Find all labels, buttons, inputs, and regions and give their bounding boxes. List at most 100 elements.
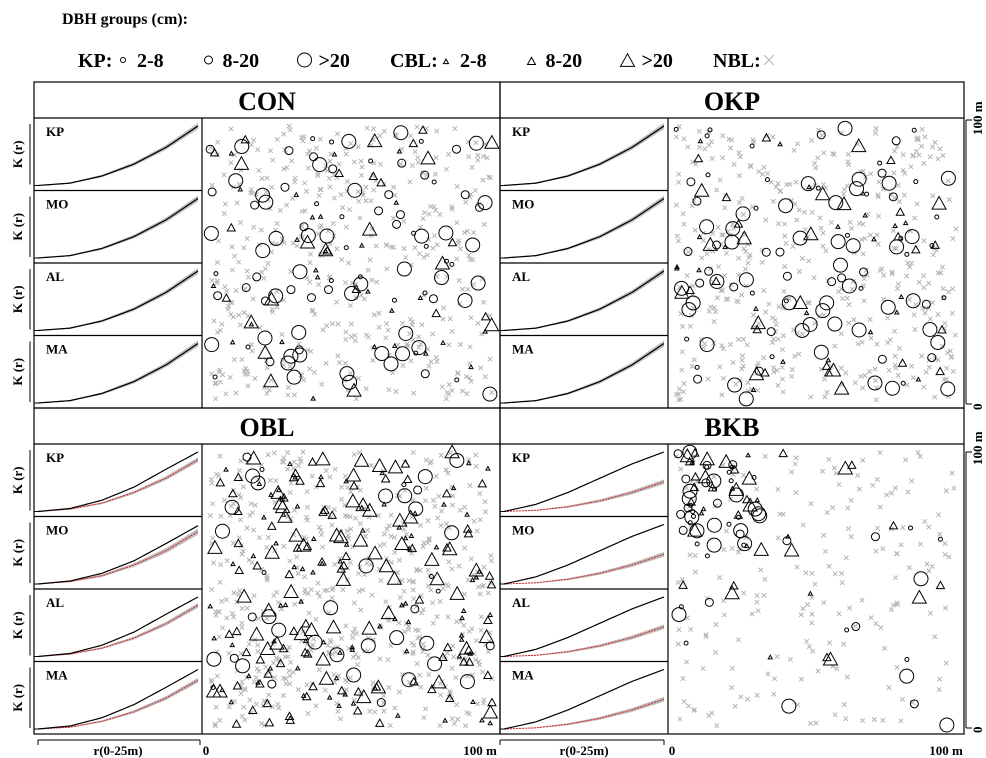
map-nbl-cross xyxy=(208,371,215,377)
map-kp-circle xyxy=(899,668,915,684)
map-x-min-right: 0 xyxy=(669,743,676,758)
map-nbl-cross xyxy=(678,466,684,472)
map-nbl-cross xyxy=(295,686,301,693)
map-cbl-triangle xyxy=(233,155,250,170)
map-nbl-cross xyxy=(252,376,258,382)
map-nbl-cross xyxy=(777,511,783,517)
map-nbl-cross xyxy=(893,365,899,371)
map-kp-circle xyxy=(255,243,271,259)
map-nbl-cross xyxy=(334,246,340,252)
map-nbl-cross xyxy=(913,148,920,154)
map-nbl-cross xyxy=(685,144,691,150)
map-nbl-cross xyxy=(455,240,461,246)
map-kp-circle xyxy=(329,139,335,145)
map-nbl-cross xyxy=(415,159,421,165)
map-nbl-cross xyxy=(935,270,941,276)
map-nbl-cross xyxy=(896,345,902,351)
map-nbl-cross xyxy=(239,605,245,611)
map-nbl-cross xyxy=(717,177,723,183)
map-kp-circle xyxy=(695,278,705,288)
map-nbl-cross xyxy=(776,304,782,310)
map-nbl-cross xyxy=(832,712,838,718)
map-cbl-triangle xyxy=(702,236,719,251)
map-nbl-cross xyxy=(898,542,904,548)
map-nbl-cross xyxy=(875,213,882,219)
map-kp-circle xyxy=(888,192,898,202)
map-cbl-triangle xyxy=(699,451,716,466)
map-nbl-cross xyxy=(852,380,858,386)
map-nbl-cross xyxy=(779,346,786,353)
map-nbl-cross xyxy=(867,232,873,238)
map-cbl-triangle xyxy=(345,467,362,482)
map-cbl-triangle xyxy=(867,329,874,335)
map-nbl-cross xyxy=(856,220,863,226)
map-nbl-cross xyxy=(440,585,446,591)
map-cbl-triangle xyxy=(465,460,472,466)
map-nbl-cross xyxy=(714,722,720,729)
map-nbl-cross xyxy=(461,591,468,597)
map-cbl-triangle xyxy=(231,626,242,636)
map-nbl-cross xyxy=(941,376,947,382)
map-nbl-cross xyxy=(223,597,229,603)
map-nbl-cross xyxy=(267,205,273,212)
map-nbl-cross xyxy=(719,287,725,293)
map-cbl-triangle xyxy=(275,658,286,668)
map-cbl-triangle xyxy=(263,668,273,678)
map-nbl-cross xyxy=(794,141,801,147)
map-nbl-cross xyxy=(434,128,440,134)
map-nbl-cross xyxy=(713,649,719,656)
map-cbl-triangle xyxy=(484,571,495,580)
map-y-min-label-bottom: 0 xyxy=(970,727,985,734)
map-nbl-cross xyxy=(891,170,897,176)
map-nbl-cross xyxy=(256,167,262,174)
map-kp-circle xyxy=(341,133,357,149)
map-kp-circle xyxy=(735,529,745,539)
map-nbl-cross xyxy=(810,648,816,654)
map-nbl-cross xyxy=(755,360,761,367)
map-nbl-cross xyxy=(358,292,364,298)
map-nbl-cross xyxy=(421,210,428,216)
map-nbl-cross xyxy=(438,522,444,529)
map-nbl-cross xyxy=(334,131,341,137)
map-nbl-cross xyxy=(919,126,925,132)
map-nbl-cross xyxy=(939,343,945,349)
map-nbl-cross xyxy=(287,558,293,564)
map-nbl-cross xyxy=(408,262,414,268)
map-bkb xyxy=(671,444,957,733)
map-cbl-triangle xyxy=(378,558,395,573)
map-cbl-triangle xyxy=(320,639,327,645)
map-nbl-cross xyxy=(214,280,220,286)
map-nbl-cross xyxy=(331,506,337,512)
map-kp-circle xyxy=(800,176,816,192)
map-nbl-cross xyxy=(304,504,311,510)
map-nbl-cross xyxy=(226,650,232,656)
map-nbl-cross xyxy=(414,124,420,130)
map-nbl-cross xyxy=(369,277,375,283)
map-nbl-cross xyxy=(927,316,933,322)
map-cbl-triangle xyxy=(447,237,458,247)
map-nbl-cross xyxy=(363,386,369,392)
map-cbl-triangle xyxy=(353,452,370,467)
map-kp-circle xyxy=(397,488,413,504)
map-nbl-cross xyxy=(279,236,285,242)
map-cbl-triangle xyxy=(300,647,311,657)
map-nbl-cross xyxy=(434,242,440,248)
map-nbl-cross xyxy=(774,654,780,660)
map-nbl-cross xyxy=(453,675,459,681)
map-nbl-cross xyxy=(676,284,683,290)
map-nbl-cross xyxy=(903,457,909,463)
map-nbl-cross xyxy=(945,178,951,184)
map-nbl-cross xyxy=(473,452,479,458)
map-cbl-triangle xyxy=(935,366,945,376)
map-kp-circle xyxy=(858,285,864,291)
map-nbl-cross xyxy=(717,574,723,581)
map-nbl-cross xyxy=(787,181,793,187)
map-nbl-cross xyxy=(739,357,745,363)
map-nbl-cross xyxy=(806,644,812,650)
map-nbl-cross xyxy=(480,153,487,159)
map-cbl-triangle xyxy=(361,221,378,236)
map-nbl-cross xyxy=(852,623,858,629)
map-nbl-cross xyxy=(895,281,901,287)
map-nbl-cross xyxy=(224,288,230,294)
map-nbl-cross xyxy=(316,593,323,599)
